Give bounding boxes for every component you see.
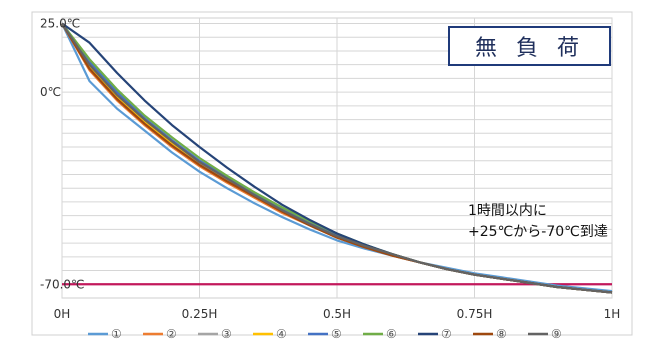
legend-label-1: ① bbox=[111, 327, 122, 341]
title-box: 無 負 荷 bbox=[448, 26, 611, 66]
x-tick-label: 0.75H bbox=[457, 307, 493, 321]
x-tick-labels: 0H 0.25H 0.5H 0.75H 1H bbox=[54, 307, 621, 321]
legend-label-8: ⑧ bbox=[496, 327, 507, 341]
legend-label-5: ⑤ bbox=[331, 327, 342, 341]
legend-label-7: ⑦ bbox=[441, 327, 452, 341]
annotation-line-2: +25℃から-70℃到達 bbox=[468, 224, 608, 240]
title-box-border bbox=[448, 26, 611, 66]
series-line-1 bbox=[61, 23, 613, 293]
legend-label-6: ⑥ bbox=[386, 327, 397, 341]
chart-title: 無 負 荷 bbox=[475, 36, 585, 61]
legend-label-4: ④ bbox=[276, 327, 287, 341]
legend-label-2: ② bbox=[166, 327, 177, 341]
x-tick-label: 0.5H bbox=[323, 307, 351, 321]
y-tick-label: 25.0℃ bbox=[40, 16, 80, 30]
y-tick-label: 0℃ bbox=[40, 85, 61, 99]
y-tick-labels: 25.0℃ 0℃ -70.0℃ bbox=[40, 16, 85, 291]
legend-label-3: ③ bbox=[221, 327, 232, 341]
x-tick-label: 1H bbox=[604, 307, 621, 321]
y-tick-label: -70.0℃ bbox=[40, 277, 85, 291]
legend-label-9: ⑨ bbox=[551, 327, 562, 341]
annotation: 1時間以内に +25℃から-70℃到達 bbox=[468, 203, 608, 240]
series-line-9 bbox=[61, 22, 613, 294]
series-layer bbox=[61, 22, 613, 294]
x-tick-label: 0H bbox=[54, 307, 71, 321]
annotation-line-1: 1時間以内に bbox=[468, 203, 547, 219]
x-tick-label: 0.25H bbox=[182, 307, 218, 321]
legend: ① ② ③ ④ ⑤ ⑥ ⑦ ⑧ ⑨ bbox=[88, 327, 562, 341]
